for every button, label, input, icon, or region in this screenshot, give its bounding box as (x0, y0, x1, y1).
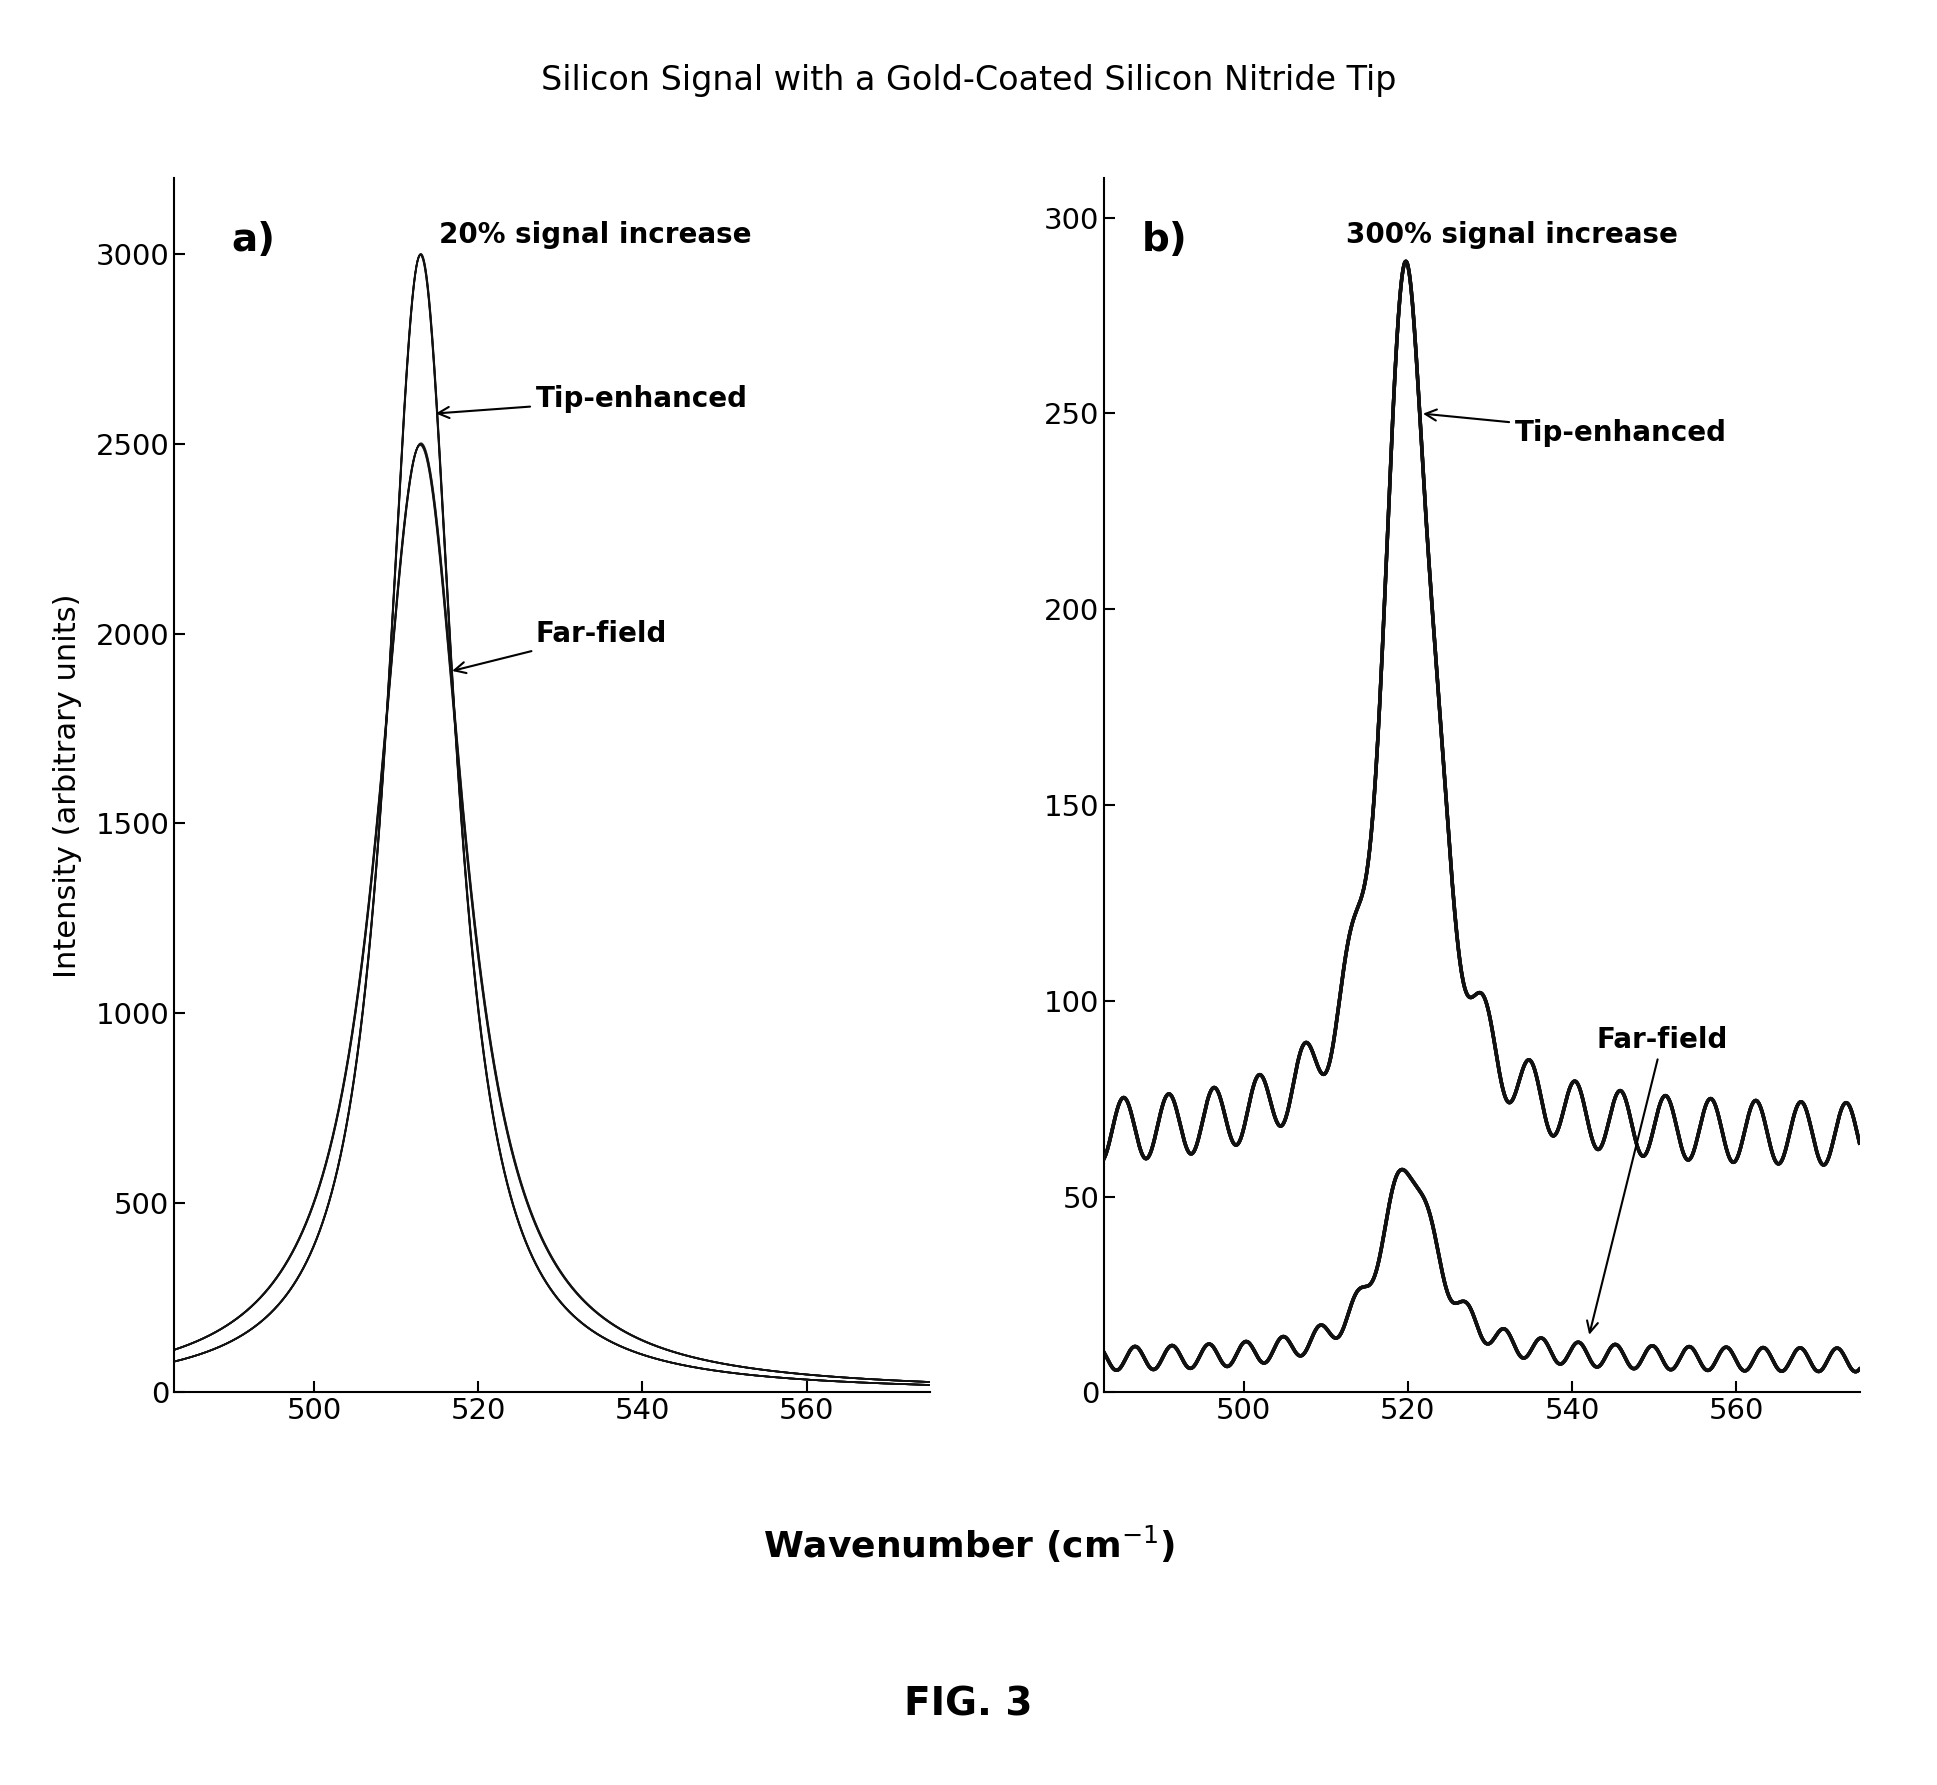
Text: FIG. 3: FIG. 3 (905, 1685, 1032, 1724)
Text: 300% signal increase: 300% signal increase (1346, 221, 1677, 248)
Text: Far-field: Far-field (1586, 1026, 1728, 1333)
Text: a): a) (231, 221, 275, 259)
Text: Wavenumber (cm$^{-1}$): Wavenumber (cm$^{-1}$) (763, 1523, 1174, 1565)
Text: 20% signal increase: 20% signal increase (438, 221, 752, 248)
Text: Silicon Signal with a Gold-Coated Silicon Nitride Tip: Silicon Signal with a Gold-Coated Silico… (540, 64, 1397, 96)
Text: b): b) (1143, 221, 1187, 259)
Text: Tip-enhanced: Tip-enhanced (1426, 409, 1726, 446)
Y-axis label: Intensity (arbitrary units): Intensity (arbitrary units) (52, 593, 81, 978)
Text: Tip-enhanced: Tip-enhanced (438, 384, 748, 418)
Text: Far-field: Far-field (455, 619, 666, 673)
